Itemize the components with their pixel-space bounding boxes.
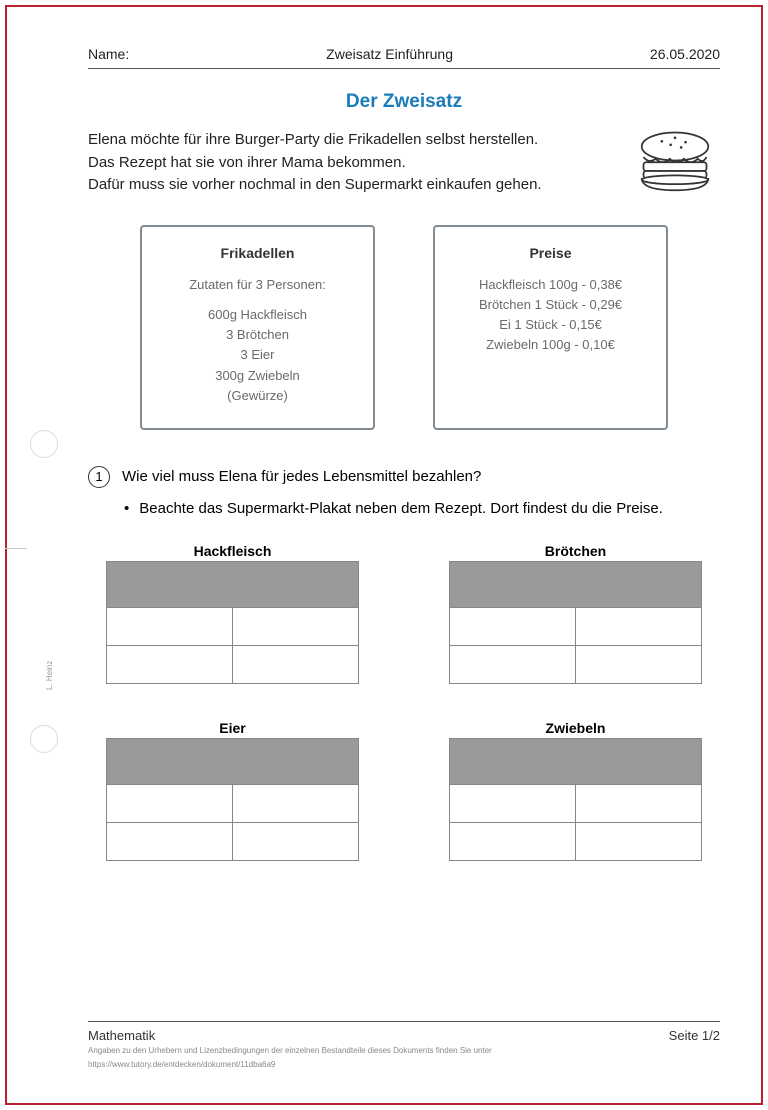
date: 26.05.2020 — [650, 46, 720, 62]
recipe-line: 3 Eier — [164, 345, 351, 365]
table-broetchen: Brötchen — [449, 543, 702, 684]
footer: Mathematik Seite 1/2 Angaben zu den Urhe… — [88, 1021, 720, 1070]
hint-text: Beachte das Supermarkt-Plakat neben dem … — [139, 498, 663, 519]
price-line: Brötchen 1 Stück - 0,29€ — [457, 295, 644, 315]
question-number: 1 — [88, 466, 110, 488]
table-eier: Eier — [106, 720, 359, 861]
price-line: Hackfleisch 100g - 0,38€ — [457, 275, 644, 295]
recipe-line: 3 Brötchen — [164, 325, 351, 345]
page-title: Der Zweisatz — [88, 91, 720, 113]
calc-table — [106, 738, 359, 861]
author-sidebar: L. Heinz — [45, 661, 54, 690]
calc-table — [106, 561, 359, 684]
intro-text: Elena möchte für ihre Burger-Party die F… — [88, 129, 612, 197]
price-line: Ei 1 Stück - 0,15€ — [457, 315, 644, 335]
info-boxes: Frikadellen Zutaten für 3 Personen: 600g… — [88, 225, 720, 430]
intro-section: Elena möchte für ihre Burger-Party die F… — [88, 129, 720, 199]
table-hackfleisch: Hackfleisch — [106, 543, 359, 684]
license-text: Angaben zu den Urhebern und Lizenzbeding… — [88, 1046, 720, 1056]
price-box: Preise Hackfleisch 100g - 0,38€ Brötchen… — [433, 225, 668, 430]
table-label: Hackfleisch — [106, 543, 359, 559]
calc-table — [449, 738, 702, 861]
recipe-title: Frikadellen — [164, 245, 351, 261]
table-label: Zwiebeln — [449, 720, 702, 736]
table-label: Brötchen — [449, 543, 702, 559]
header: Name: Zweisatz Einführung 26.05.2020 — [88, 46, 720, 69]
worksheet-topic: Zweisatz Einführung — [326, 46, 453, 62]
punch-hole — [30, 430, 58, 458]
recipe-line: 600g Hackfleisch — [164, 305, 351, 325]
recipe-line: (Gewürze) — [164, 386, 351, 406]
punch-hole — [30, 725, 58, 753]
question-text: Wie viel muss Elena für jedes Lebensmitt… — [122, 466, 481, 489]
recipe-box: Frikadellen Zutaten für 3 Personen: 600g… — [140, 225, 375, 430]
page-number: Seite 1/2 — [669, 1028, 720, 1043]
question-1: 1 Wie viel muss Elena für jedes Lebensmi… — [88, 466, 720, 489]
recipe-subtitle: Zutaten für 3 Personen: — [164, 275, 351, 295]
bullet-icon: • — [124, 498, 129, 519]
fold-mark — [5, 548, 27, 549]
recipe-line: 300g Zwiebeln — [164, 366, 351, 386]
table-label: Eier — [106, 720, 359, 736]
license-url: https://www.tutory.de/entdecken/dokument… — [88, 1060, 720, 1070]
table-zwiebeln: Zwiebeln — [449, 720, 702, 861]
name-label: Name: — [88, 46, 129, 62]
calc-table — [449, 561, 702, 684]
price-line: Zwiebeln 100g - 0,10€ — [457, 335, 644, 355]
answer-tables: Hackfleisch Brötchen Eier Zwiebeln — [88, 543, 720, 861]
worksheet-page: Name: Zweisatz Einführung 26.05.2020 Der… — [88, 46, 720, 1070]
burger-icon — [630, 129, 720, 199]
price-title: Preise — [457, 245, 644, 261]
subject-label: Mathematik — [88, 1028, 155, 1043]
question-hint: • Beachte das Supermarkt-Plakat neben de… — [124, 498, 720, 519]
